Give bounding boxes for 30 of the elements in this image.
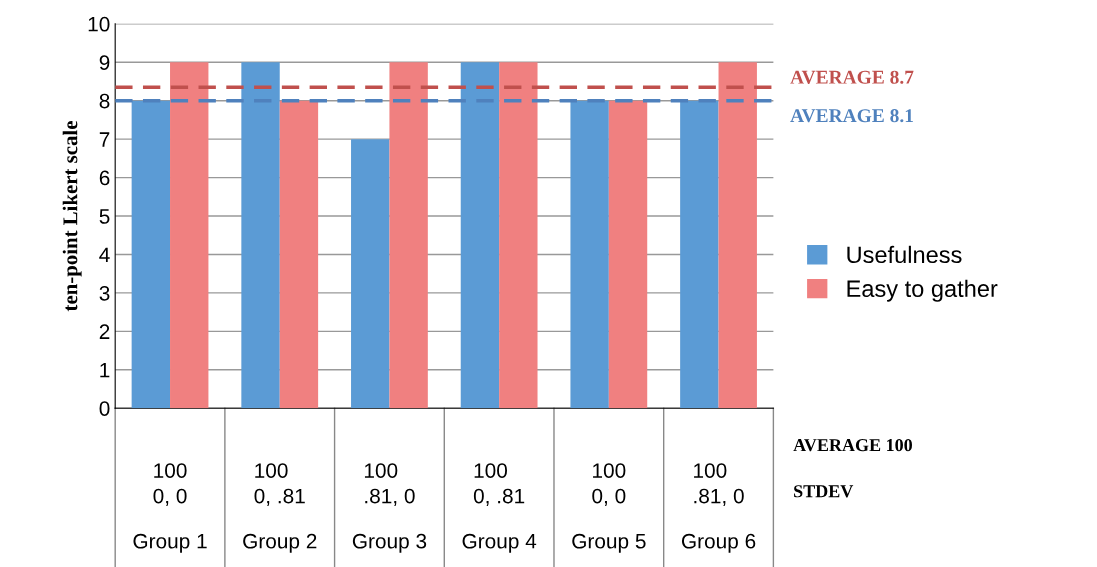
legend-label: Easy to gather: [847, 279, 998, 302]
x-tick-label: Group 5: [572, 533, 646, 553]
y-tick-label: 9: [99, 55, 110, 71]
x-tick-label: Group 2: [243, 533, 317, 553]
x-tick-label: Group 3: [352, 533, 427, 553]
y-tick-label: 0: [99, 401, 110, 416]
text: AVERAGE 100: [793, 439, 912, 452]
text: 100 0, 0: [592, 463, 626, 506]
y-tick-label: 10: [88, 16, 110, 32]
y-tick-label: 1: [100, 363, 110, 378]
text: 100 0, .81: [473, 463, 525, 506]
text: 100 .81, 0: [694, 463, 744, 506]
y-tick-label: 7: [99, 132, 110, 147]
y-tick-label: 3: [99, 285, 110, 301]
y-tick-label: 4: [99, 247, 110, 263]
text: 100 0, 0: [153, 463, 187, 506]
y-tick-label: 5: [99, 209, 110, 224]
x-tick-label: Group 4: [462, 533, 537, 553]
y-tick-label: 6: [99, 170, 110, 186]
ref-line-label: AVERAGE 8.1: [790, 109, 913, 123]
y-tick-label: 2: [99, 324, 110, 339]
legend-label: Usefulness: [847, 245, 962, 264]
x-tick-label: Group 6: [681, 533, 756, 553]
text: 100 .81, 0: [364, 463, 415, 506]
text: STDEV: [794, 485, 854, 498]
y-axis-title: ten-point Likert scale: [62, 121, 82, 312]
y-tick-label: 8: [99, 93, 110, 109]
x-tick-label: Group 1: [133, 533, 207, 553]
ref-line-label: AVERAGE 8.7: [790, 70, 914, 84]
text: 100 0, .81: [254, 463, 305, 506]
